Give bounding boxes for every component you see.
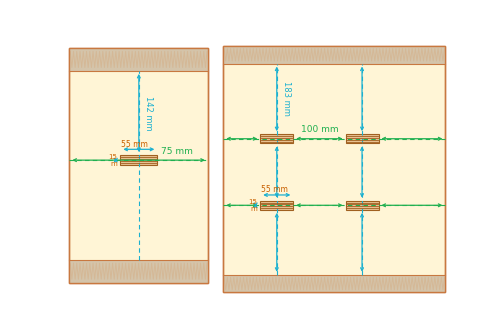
Bar xyxy=(70,48,208,71)
Bar xyxy=(346,201,378,210)
Bar xyxy=(224,46,446,64)
Bar xyxy=(224,46,446,292)
Text: 75 mm: 75 mm xyxy=(161,146,193,155)
Bar xyxy=(70,48,208,283)
Bar xyxy=(224,46,446,292)
Text: 15
m: 15 m xyxy=(108,154,118,166)
Bar xyxy=(120,155,157,165)
Bar xyxy=(260,201,294,210)
Bar xyxy=(70,260,208,283)
Bar xyxy=(224,275,446,292)
Bar xyxy=(260,134,294,143)
Text: 55 mm: 55 mm xyxy=(261,185,288,194)
Text: 55 mm: 55 mm xyxy=(121,140,148,148)
Bar xyxy=(70,48,208,283)
Text: 142 mm: 142 mm xyxy=(144,96,153,130)
Text: 100 mm: 100 mm xyxy=(300,125,338,134)
Bar xyxy=(346,134,378,143)
Text: 15
m: 15 m xyxy=(248,199,257,212)
Text: 183 mm: 183 mm xyxy=(282,81,291,116)
